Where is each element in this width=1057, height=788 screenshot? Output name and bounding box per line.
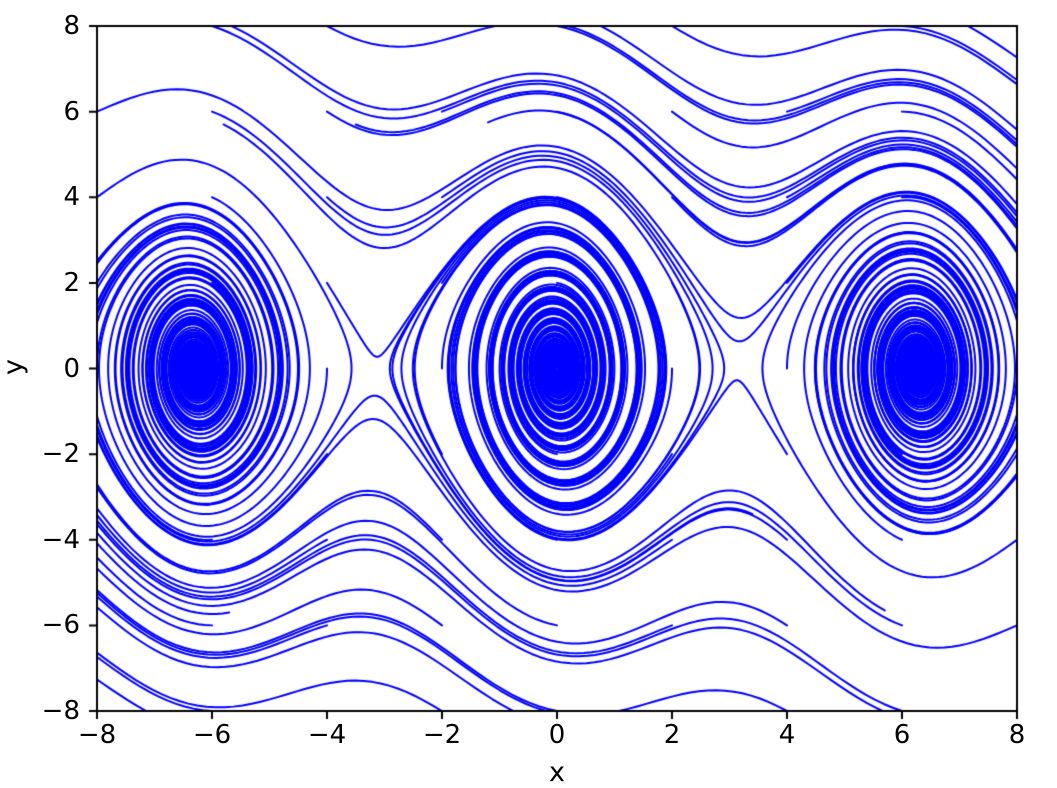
x-axis-label: x (549, 757, 565, 788)
y-axis-label: y (0, 359, 29, 375)
